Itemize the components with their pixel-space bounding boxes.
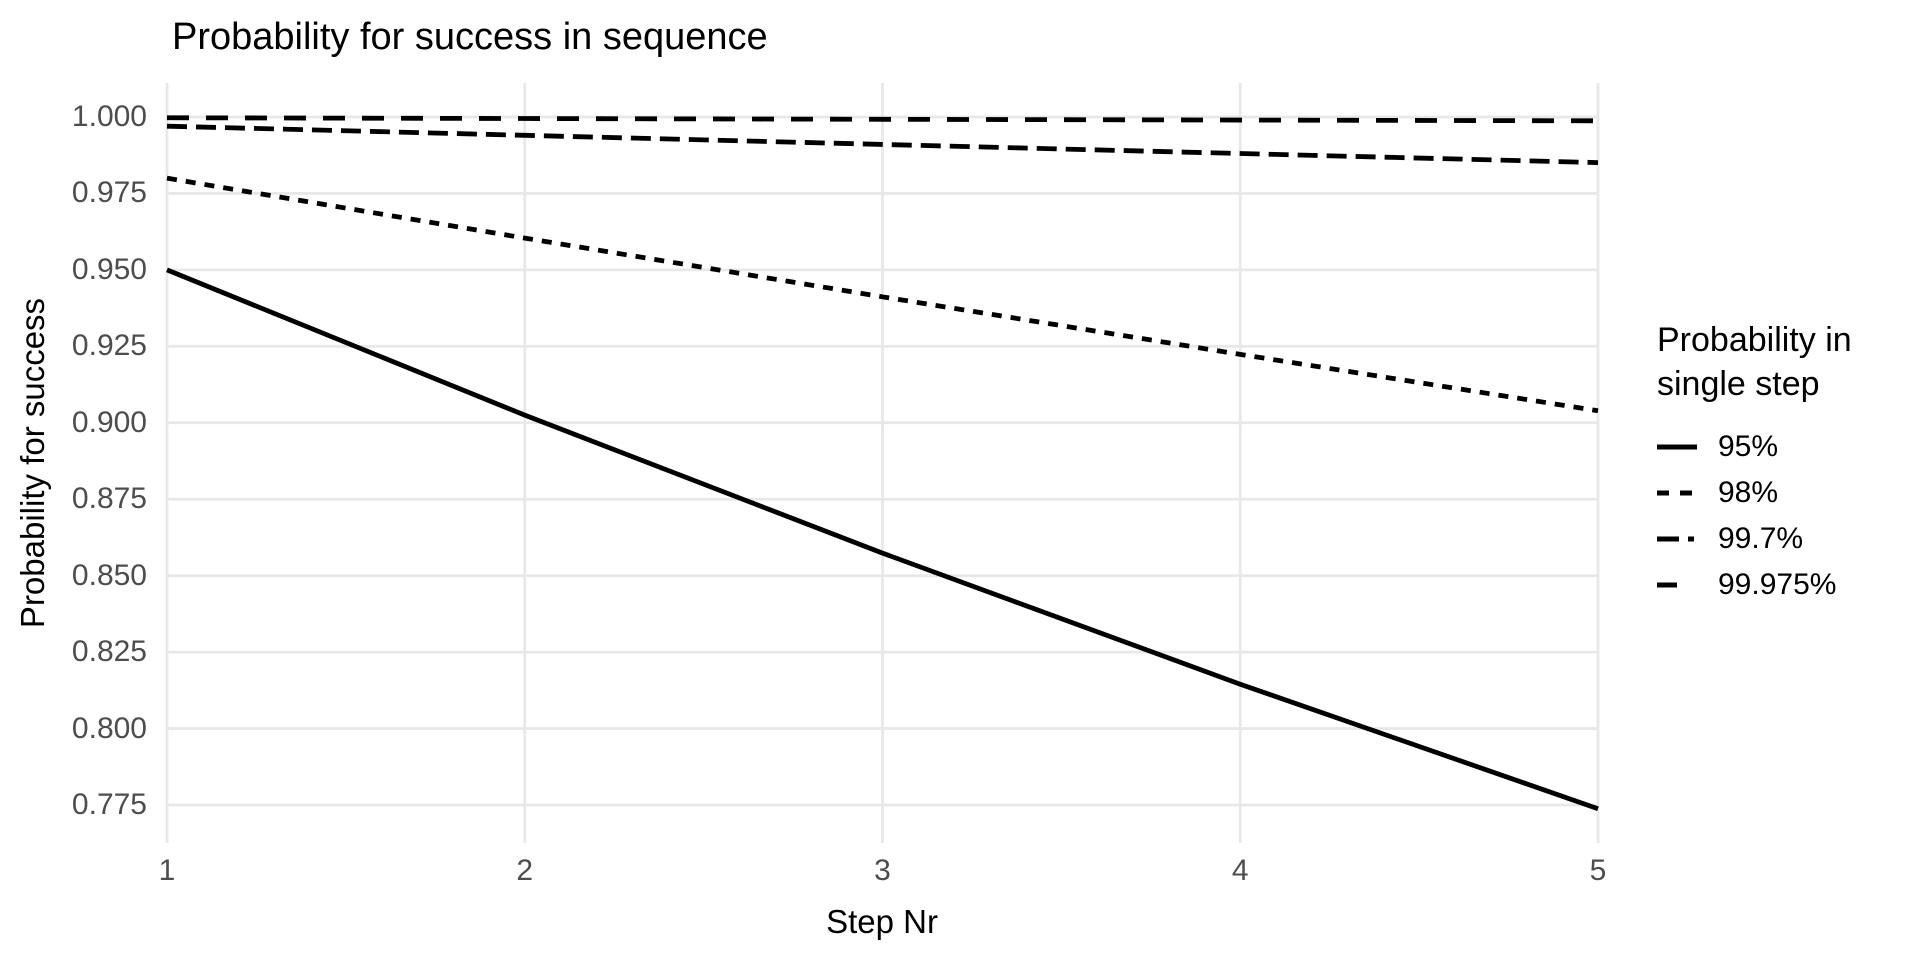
legend-item-label: 95% <box>1718 430 1779 463</box>
y-tick-label-0.950: 0.950 <box>71 252 147 286</box>
legend-key-icon-99.7% <box>1657 536 1697 542</box>
x-tick-label-3: 3 <box>874 854 891 887</box>
series-line-95% <box>166 267 1599 811</box>
legend-item-99.7%: 99.7% <box>1657 524 1917 554</box>
y-tick-label-0.900: 0.900 <box>71 405 147 439</box>
x-axis-title: Step Nr <box>826 903 938 940</box>
legend-item-label: 99.975% <box>1718 568 1837 601</box>
y-tick-label-0.975: 0.975 <box>71 176 147 210</box>
y-tick-label-0.775: 0.775 <box>71 788 147 821</box>
x-tick-label-5: 5 <box>1589 854 1607 887</box>
y-tick-label-0.875: 0.875 <box>71 482 147 516</box>
legend-item-95%: 95% <box>1657 432 1917 462</box>
legend-item-label: 99.7% <box>1718 522 1804 555</box>
legend-key-icon-98% <box>1657 490 1697 496</box>
y-tick-label-1.000: 1.000 <box>71 100 147 133</box>
y-tick-label-0.850: 0.850 <box>71 558 147 592</box>
legend-key-icon-95% <box>1657 444 1697 450</box>
legend: Probability in single step 95% 98% 99.7% 99… <box>1657 318 1917 600</box>
series-line-98% <box>166 175 1599 414</box>
series-line-99.7% <box>166 123 1599 165</box>
y-tick-label-0.800: 0.800 <box>71 711 147 745</box>
legend-title: Probability in single step <box>1657 321 1852 403</box>
x-tick-label-1: 1 <box>158 854 176 887</box>
grid <box>165 83 1600 843</box>
legend-item-99.975%: 99.975% <box>1657 570 1917 600</box>
legend-items: 95% 98% 99.7% 99.975% <box>1657 432 1917 600</box>
legend-item-label: 98% <box>1718 476 1779 509</box>
legend-key-icon-99.975% <box>1657 582 1697 588</box>
y-tick-label-0.925: 0.925 <box>71 329 147 363</box>
series-line-99.975% <box>166 115 1599 124</box>
x-tick-label-2: 2 <box>516 854 534 887</box>
series-lines <box>166 115 1599 811</box>
chart-title: Probability for success in sequence <box>172 16 768 58</box>
x-tick-label-4: 4 <box>1231 854 1249 887</box>
legend-item-98%: 98% <box>1657 478 1917 508</box>
y-tick-label-0.825: 0.825 <box>71 635 147 669</box>
